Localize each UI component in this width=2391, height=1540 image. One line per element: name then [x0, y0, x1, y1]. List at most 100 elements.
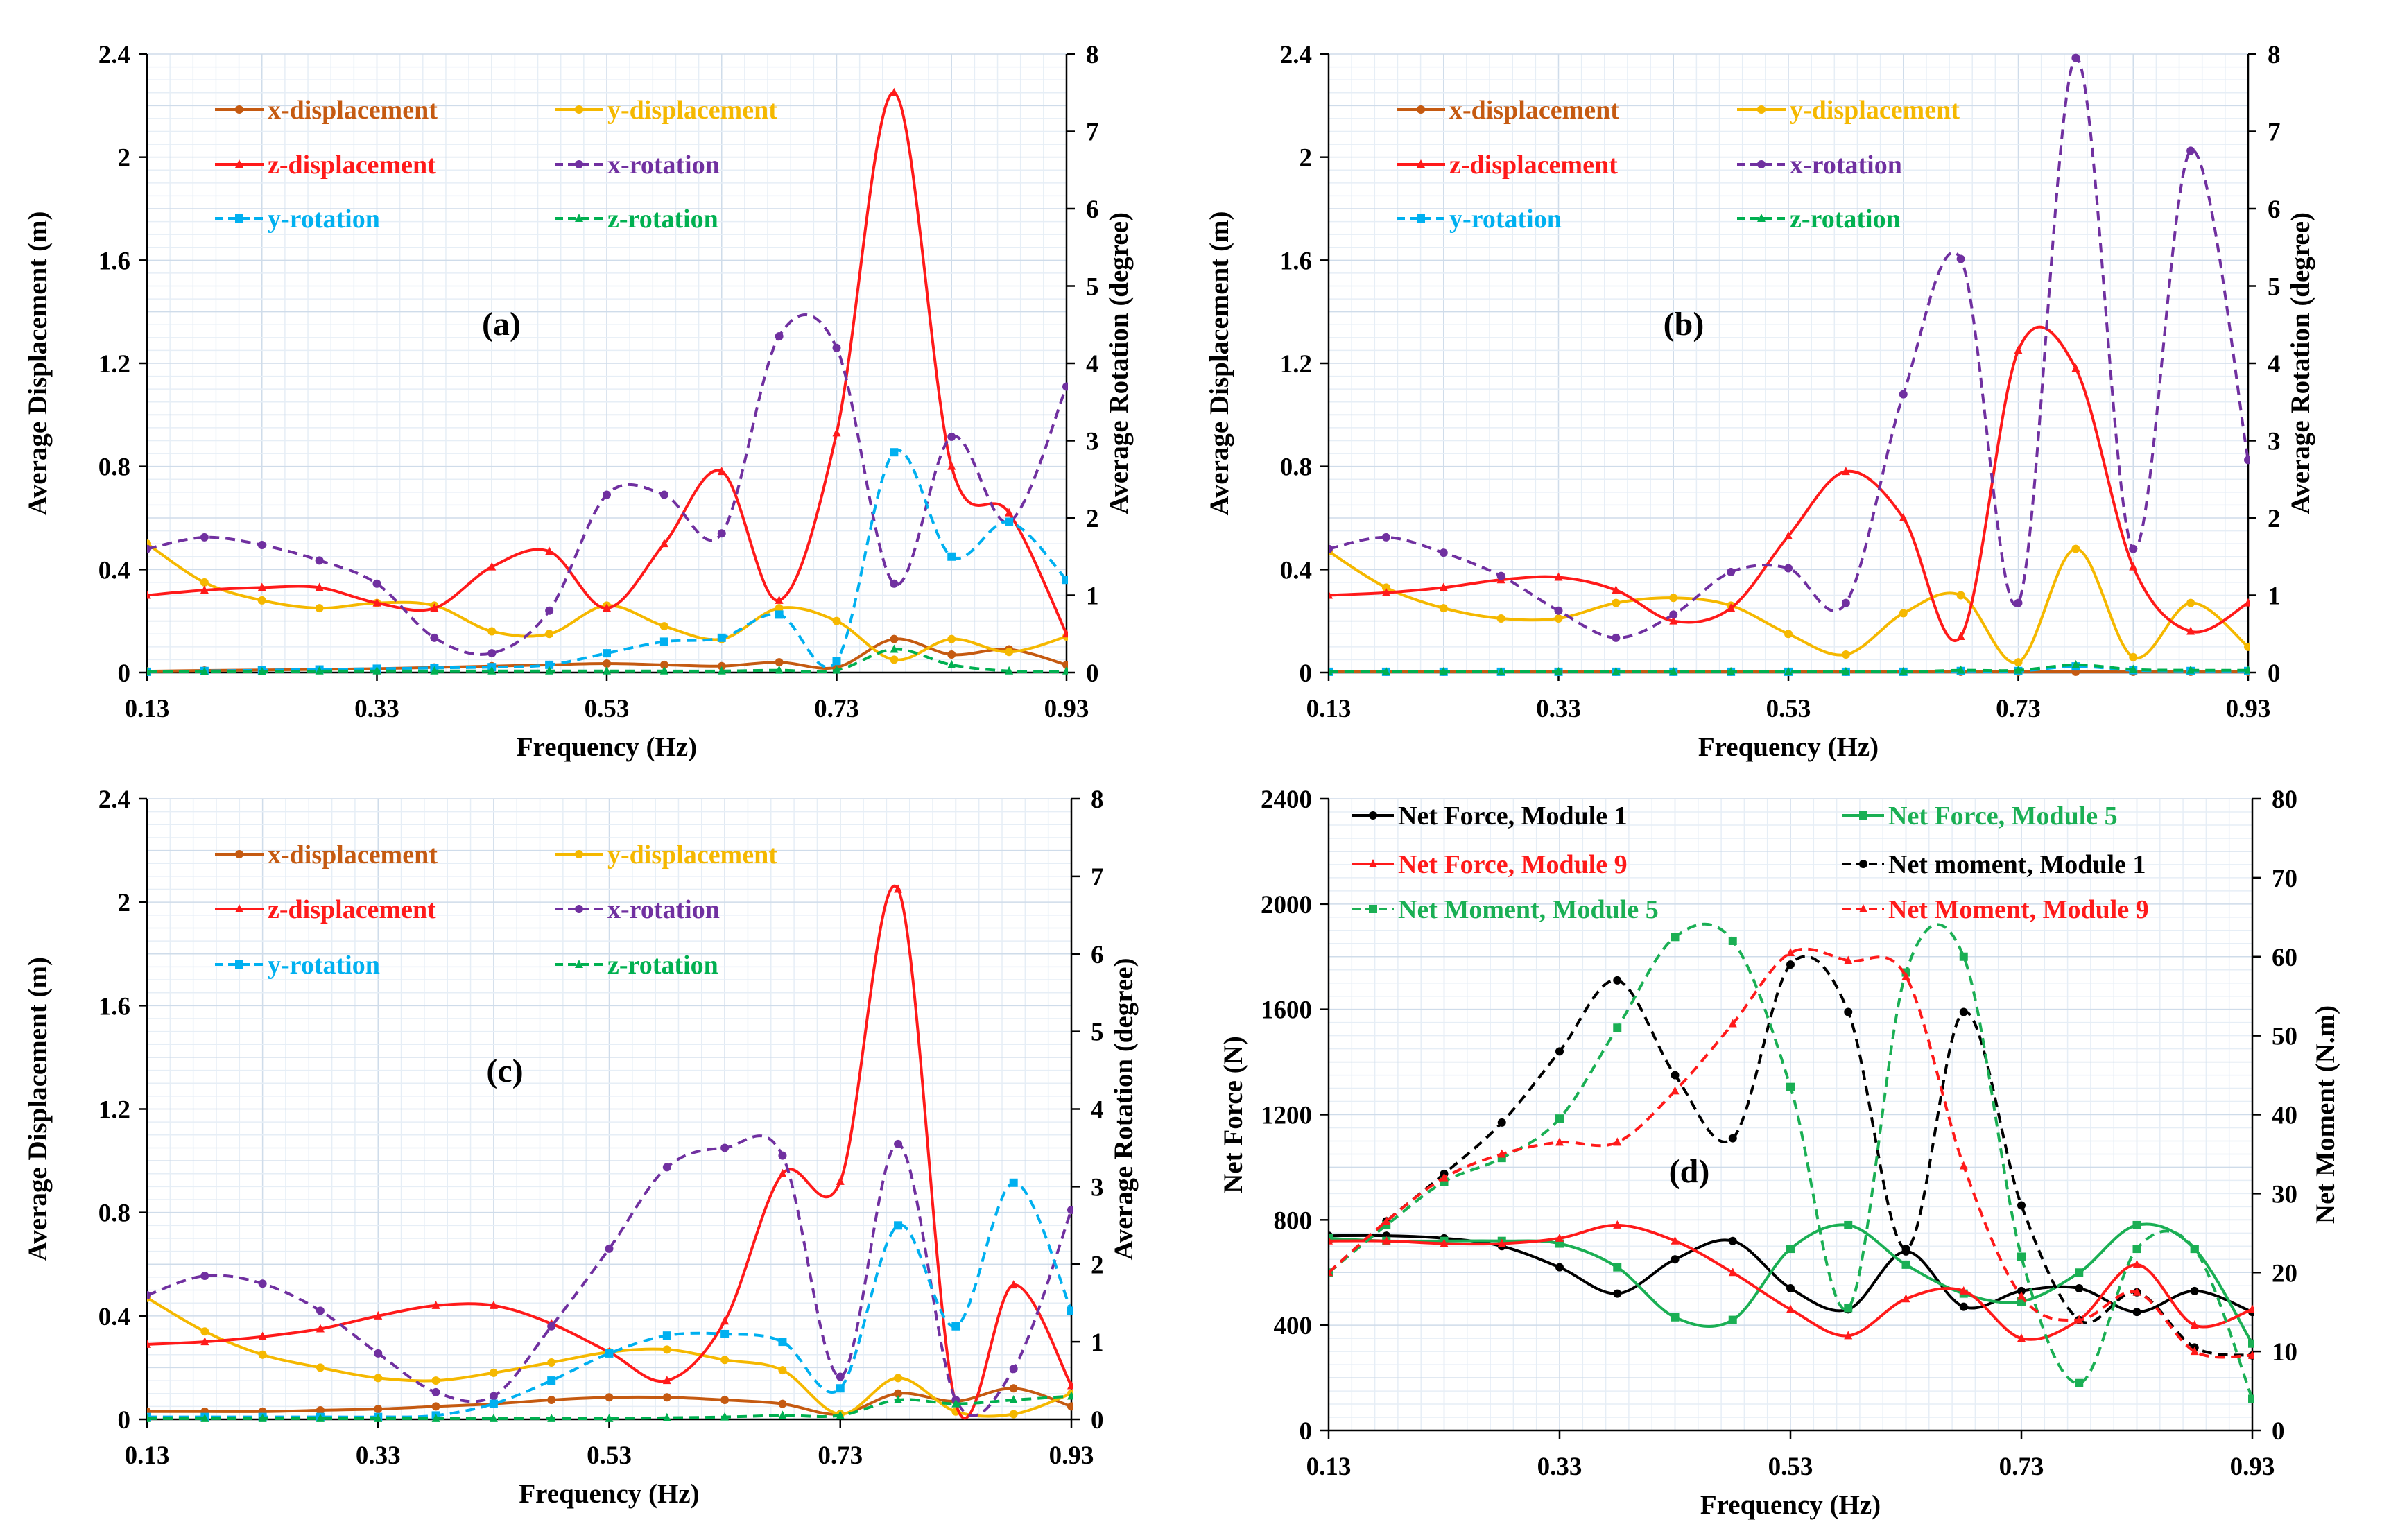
data-point-net-moment-module-9	[2248, 1350, 2254, 1359]
data-point-y-displacement	[775, 604, 784, 613]
data-point-z-displacement	[1784, 531, 1793, 540]
x-axis-label: Frequency (Hz)	[519, 1479, 699, 1509]
legend-item-y-rotation: y-rotation	[215, 205, 380, 234]
data-point-net-moment-module-9	[2190, 1347, 2199, 1356]
data-point-z-displacement	[2186, 626, 2195, 635]
data-point-net-force-module-9	[1613, 1220, 1622, 1229]
legend-item-z-rotation: z-rotation	[1737, 205, 1901, 234]
series-x-rotation	[147, 1134, 1073, 1417]
series-z-rotation	[1329, 659, 2250, 675]
legend-item-y-rotation: y-rotation	[1397, 205, 1562, 234]
data-point-y-rotation	[947, 552, 956, 561]
data-point-net-moment-module-9	[1382, 1216, 1391, 1225]
data-point-x-rotation	[1009, 1365, 1018, 1374]
data-point-z-rotation	[1727, 666, 1736, 675]
data-point-z-rotation	[1005, 666, 1014, 675]
x-tick-label: 0.73	[1996, 695, 2041, 723]
y2-tick-label: 10	[2272, 1338, 2297, 1367]
data-point-z-rotation	[894, 1395, 903, 1404]
data-point-z-rotation	[1067, 1391, 1073, 1400]
data-point-net-force-module-9	[2132, 1259, 2141, 1268]
data-point-x-rotation	[605, 1244, 614, 1253]
data-point-x-rotation	[894, 1139, 903, 1148]
legend-label: y-rotation	[1449, 205, 1562, 234]
data-point-z-displacement	[200, 585, 209, 594]
data-point-net-force-module-1	[2017, 1286, 2026, 1295]
series-x-displacement	[147, 1384, 1073, 1419]
data-point-net-force-module-9	[1440, 1238, 1449, 1247]
data-point-z-rotation	[489, 1413, 498, 1422]
data-point-y-rotation	[778, 1338, 787, 1347]
data-point-x-rotation	[2186, 146, 2195, 155]
data-point-net-force-module-5	[1786, 1245, 1795, 1254]
x-axis-label: Frequency (Hz)	[517, 732, 697, 762]
data-point-z-rotation	[720, 1412, 730, 1421]
data-point-z-rotation	[1841, 666, 1850, 675]
legend-item-y-displacement: y-displacement	[555, 96, 777, 125]
x-tick-label: 0.33	[1537, 1453, 1582, 1481]
data-point-y-displacement	[2244, 642, 2250, 651]
data-point-net-moment-module-5	[1844, 1304, 1853, 1313]
series-group	[1329, 53, 2250, 676]
data-point-z-displacement	[430, 603, 439, 612]
data-point-net-force-module-9	[1728, 1268, 1737, 1277]
y-tick-label: 800	[1274, 1206, 1313, 1235]
series-group	[147, 87, 1068, 676]
data-point-z-displacement	[836, 1176, 845, 1185]
data-point-y-rotation	[775, 610, 784, 619]
legend-marker	[1757, 160, 1766, 168]
data-point-x-rotation	[1329, 544, 1333, 553]
y2-tick-label: 0	[1091, 1406, 1104, 1435]
data-point-x-displacement	[662, 1393, 671, 1402]
data-point-y-displacement	[1899, 609, 1908, 618]
data-point-z-rotation	[2129, 664, 2138, 673]
data-point-z-rotation	[2071, 659, 2080, 668]
y-axis-label: Average Displacement (m)	[23, 957, 53, 1261]
data-point-net-force-module-1	[2132, 1308, 2141, 1317]
data-point-z-displacement	[2014, 345, 2023, 354]
series-group	[1329, 922, 2254, 1403]
legend: Net Force, Module 1 Net Force, Module 5 Ne…	[1352, 802, 2149, 924]
data-point-x-rotation	[487, 649, 497, 658]
x-tick-label: 0.33	[356, 1442, 401, 1470]
data-point-x-rotation	[431, 1387, 440, 1396]
y-axis-label: Net Force (N)	[1218, 1036, 1248, 1193]
legend-marker	[235, 850, 243, 858]
data-point-z-rotation	[200, 1413, 209, 1422]
data-point-net-force-module-5	[1613, 1263, 1622, 1272]
data-point-x-rotation	[1784, 564, 1793, 573]
legend-marker	[575, 850, 583, 858]
chart-panel-d: 0.13 0.33 0.53 0.73 0.9304008001200160020002…	[1218, 786, 2340, 1520]
data-point-net-force-module-9	[2017, 1333, 2026, 1342]
data-point-y-displacement	[374, 1374, 383, 1383]
data-point-y-displacement	[659, 622, 668, 631]
data-point-z-displacement	[431, 1300, 440, 1309]
data-point-x-rotation	[374, 1349, 383, 1358]
data-point-net-moment-module-1	[1844, 1007, 1853, 1016]
data-point-y-displacement	[547, 1358, 556, 1367]
y2-tick-label: 0	[2272, 1417, 2285, 1446]
data-point-net-force-module-1	[2190, 1286, 2199, 1295]
legend-label: z-displacement	[1449, 150, 1618, 180]
x-tick-label: 0.93	[2230, 1453, 2275, 1481]
legend-marker	[575, 105, 583, 114]
data-point-z-rotation	[1669, 666, 1678, 675]
data-point-x-rotation	[2071, 53, 2080, 62]
data-point-x-rotation	[257, 541, 266, 550]
data-point-y-displacement	[1669, 594, 1678, 603]
data-point-z-displacement	[1554, 572, 1563, 581]
series-line-z-displacement	[147, 885, 1073, 1420]
y2-tick-label: 8	[1086, 41, 1099, 69]
data-point-net-moment-module-5	[1613, 1023, 1622, 1032]
legend-item-z-displacement: z-displacement	[1397, 150, 1618, 180]
data-point-z-rotation	[257, 666, 266, 675]
data-point-y-displacement	[2071, 544, 2080, 553]
x-tick-label: 0.93	[1049, 1442, 1094, 1470]
data-point-x-displacement	[947, 650, 956, 659]
series-group	[147, 884, 1073, 1422]
legend-label: x-rotation	[607, 895, 720, 924]
data-point-x-displacement	[316, 1405, 325, 1414]
legend-marker	[1417, 214, 1425, 223]
data-point-y-displacement	[1612, 598, 1621, 607]
x-tick-label: 0.53	[585, 695, 630, 723]
